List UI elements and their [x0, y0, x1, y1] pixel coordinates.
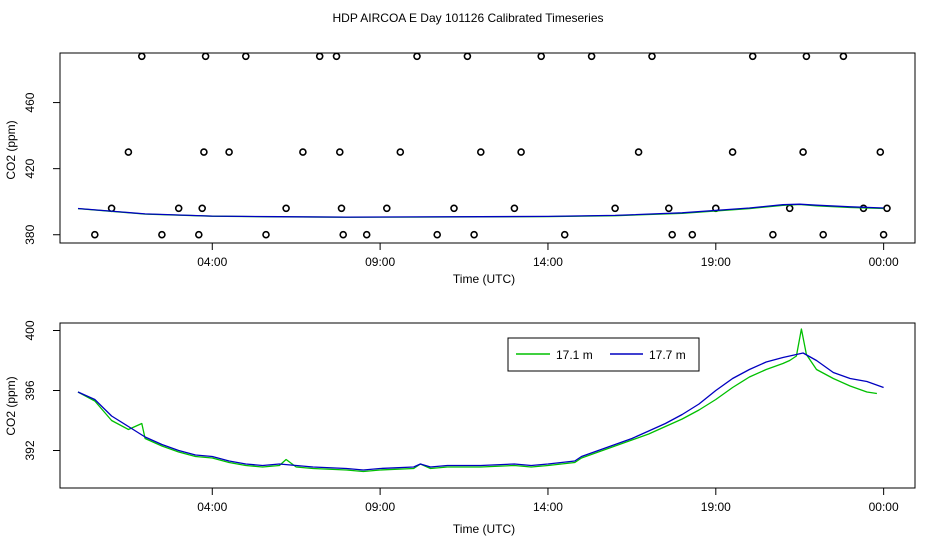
top-scatter-point	[332, 52, 341, 61]
top-scatter-point	[879, 230, 888, 239]
bottom-x-tick-label: 14:00	[533, 500, 563, 514]
bottom-panel: Time (UTC) CO2 (ppm) 04:00 09:00 14:00 19:0…	[4, 320, 916, 536]
top-scatter-point	[335, 148, 344, 156]
top-scatter-point	[200, 148, 208, 156]
top-scatter-point	[242, 52, 250, 61]
bottom-axis-ticks: 04:00 09:00 14:00 19:00 00:00 392 396 400	[23, 320, 899, 514]
top-scatter-point	[433, 230, 442, 239]
top-scatter-point	[450, 204, 458, 213]
top-scatter-point	[262, 230, 270, 239]
bottom-series-line-0	[77, 328, 877, 473]
bottom-x-tick-label: 04:00	[197, 500, 227, 514]
top-scatter-point	[282, 204, 290, 213]
top-scatter-point	[201, 52, 210, 61]
top-scatter-point	[382, 204, 391, 213]
bottom-series-marks	[77, 328, 884, 473]
top-y-axis-title: CO2 (ppm)	[4, 120, 18, 179]
top-x-tick-label: 00:00	[869, 255, 899, 269]
top-scatter-point	[668, 230, 677, 239]
top-scatter-point	[537, 52, 546, 61]
legend-label-17-7: 17.7 m	[649, 348, 686, 362]
top-scatter-point	[819, 230, 828, 239]
top-scatter-point	[876, 148, 885, 156]
top-scatter-point	[362, 230, 371, 239]
top-scatter-point	[138, 52, 146, 61]
bottom-x-tick-label: 09:00	[365, 500, 395, 514]
top-scatter-point	[587, 52, 596, 61]
top-scatter-point	[648, 52, 656, 61]
top-axis-ticks: 04:00 09:00 14:00 19:00 00:00 380 420 460	[23, 92, 899, 269]
top-y-tick-label: 420	[23, 158, 37, 178]
top-series-line-2	[77, 203, 884, 218]
top-x-tick-label: 19:00	[701, 255, 731, 269]
bottom-x-axis-title: Time (UTC)	[453, 522, 515, 536]
legend: 17.1 m 17.7 m	[507, 337, 700, 372]
top-scatter-point	[748, 52, 757, 61]
top-scatter-point	[688, 230, 697, 239]
top-scatter-point	[785, 204, 794, 213]
bottom-plot-frame	[59, 322, 916, 489]
bottom-y-tick-label: 392	[23, 440, 37, 460]
top-x-tick-label: 14:00	[533, 255, 563, 269]
top-scatter-point	[299, 148, 307, 156]
bottom-x-tick-label: 00:00	[869, 500, 899, 514]
top-x-axis-title: Time (UTC)	[453, 272, 515, 286]
top-scatter-point	[158, 230, 166, 239]
top-y-tick-label: 460	[23, 92, 37, 112]
top-scatter-point	[517, 148, 525, 156]
top-scatter-point	[611, 204, 619, 213]
bottom-x-tick-label: 19:00	[701, 500, 731, 514]
legend-label-17-1: 17.1 m	[556, 348, 593, 362]
top-plot-frame	[59, 52, 916, 244]
top-scatter-point	[339, 230, 348, 239]
top-scatter-point	[124, 148, 133, 156]
top-scatter-point	[839, 52, 848, 61]
top-scatter-point	[315, 52, 324, 61]
bottom-y-tick-label: 396	[23, 380, 37, 400]
top-scatter-point	[225, 148, 233, 156]
top-series-marks	[77, 52, 891, 239]
top-scatter-point	[634, 148, 643, 156]
top-scatter-point	[883, 204, 891, 213]
top-scatter-point	[802, 52, 811, 61]
bottom-y-axis-title: CO2 (ppm)	[4, 376, 18, 435]
top-scatter-point	[195, 230, 203, 239]
top-scatter-point	[560, 230, 569, 239]
top-scatter-point	[337, 204, 346, 213]
top-scatter-point	[91, 230, 99, 239]
top-scatter-point	[728, 148, 737, 156]
top-scatter-point	[198, 204, 206, 213]
top-scatter-point	[476, 148, 485, 156]
top-x-tick-label: 09:00	[365, 255, 395, 269]
top-scatter-point	[396, 148, 405, 156]
bottom-y-tick-label: 400	[23, 320, 37, 340]
top-x-tick-label: 04:00	[197, 255, 227, 269]
top-panel: Time (UTC) CO2 (ppm) 04:00 09:00 14:00 19:0…	[4, 52, 916, 286]
top-scatter-point	[470, 230, 478, 239]
top-scatter-point	[413, 52, 421, 61]
top-scatter-point	[463, 52, 472, 61]
figure-title: HDP AIRCOA E Day 101126 Calibrated Times…	[332, 11, 603, 25]
top-scatter-point	[799, 148, 807, 156]
top-scatter-point	[664, 204, 673, 213]
bottom-series-line-1	[77, 352, 884, 471]
top-scatter-point	[769, 230, 777, 239]
top-scatter-point	[510, 204, 519, 213]
top-scatter-point	[174, 204, 183, 213]
top-y-tick-label: 380	[23, 224, 37, 244]
